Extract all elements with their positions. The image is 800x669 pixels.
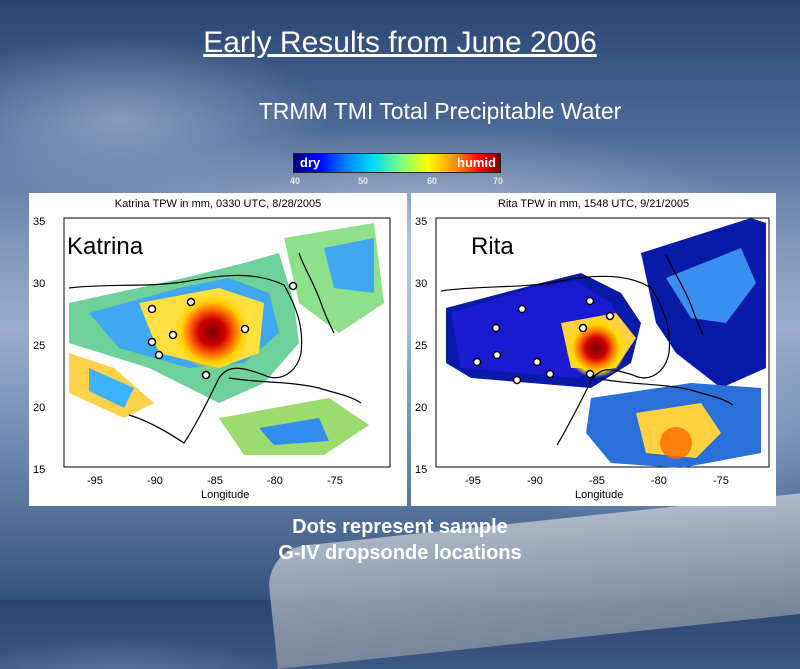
katrina-ytick: 15: [33, 464, 45, 476]
colorbar-tick: 40: [290, 176, 301, 186]
colorbar-tick: 60: [427, 176, 438, 186]
dropsonde-dot: [154, 350, 164, 360]
katrina-xtick: -95: [87, 475, 103, 487]
dropsonde-dot: [512, 375, 522, 385]
rita-panel: 35 30 25 20 15 -95 -90 -85 -80 -75 Longi…: [411, 193, 776, 506]
rita-ytick: 20: [415, 402, 427, 414]
dropsonde-dot: [517, 304, 527, 314]
katrina-ytick: 30: [33, 278, 45, 290]
rita-xtick: -90: [527, 475, 543, 487]
rita-ytick: 30: [415, 278, 427, 290]
rita-panel-title: Rita TPW in mm, 1548 UTC, 9/21/2005: [497, 198, 690, 210]
colorbar-tick: 70: [493, 176, 504, 186]
dropsonde-dot: [545, 369, 555, 379]
katrina-map: 35 30 25 20 15 -95 -90 -85 -80 -75 Longi…: [33, 216, 391, 501]
footer-line-2: G-IV dropsonde locations: [278, 542, 522, 564]
katrina-xtick: -75: [327, 475, 343, 487]
katrina-xtick: -80: [267, 475, 283, 487]
dropsonde-dot: [168, 330, 178, 340]
katrina-xtick: -90: [147, 475, 163, 487]
katrina-storm-label: Katrina: [67, 233, 144, 260]
footer-caption: Dots represent sample G-IV dropsonde loc…: [0, 514, 800, 566]
colorbar-humid-label: humid: [457, 155, 496, 170]
colorbar-tick: 50: [358, 176, 369, 186]
katrina-panel-title: Katrina TPW in mm, 0330 UTC, 8/28/2005: [114, 198, 322, 210]
slide-title: Early Results from June 2006: [203, 26, 597, 59]
tpw-colorbar: dry humid: [293, 153, 501, 173]
rita-storm-label: Rita: [471, 233, 514, 260]
dropsonde-dot: [201, 370, 211, 380]
katrina-ytick: 25: [33, 340, 45, 352]
rita-xtick: -80: [651, 475, 667, 487]
dropsonde-dot: [532, 357, 542, 367]
dropsonde-dot: [186, 297, 196, 307]
dropsonde-dot: [492, 350, 502, 360]
dropsonde-dot: [472, 357, 482, 367]
dropsonde-dot: [288, 281, 298, 291]
colorbar-dry-label: dry: [300, 155, 321, 170]
rita-xtick: -95: [465, 475, 481, 487]
rita-xtick: -85: [589, 475, 605, 487]
katrina-panel: 35 30 25 20 15 -95 -90 -85 -80 -75 Longi…: [29, 193, 407, 506]
slide-subtitle: TRMM TMI Total Precipitable Water: [258, 98, 622, 124]
katrina-xtick: -85: [207, 475, 223, 487]
rita-ytick: 35: [415, 216, 427, 228]
rita-ytick: 25: [415, 340, 427, 352]
dropsonde-dot: [240, 324, 250, 334]
rita-map: 35 30 25 20 15 -95 -90 -85 -80 -75 Longi…: [415, 216, 770, 501]
rita-xlabel: Longitude: [575, 489, 623, 501]
dropsonde-dot: [147, 337, 157, 347]
dropsonde-dot: [147, 304, 157, 314]
katrina-xlabel: Longitude: [201, 489, 249, 501]
dropsonde-dot: [491, 323, 501, 333]
footer-line-1: Dots represent sample: [292, 516, 508, 538]
dropsonde-dot: [585, 296, 595, 306]
rita-xtick: -75: [713, 475, 729, 487]
katrina-ytick: 35: [33, 216, 45, 228]
dropsonde-dot: [578, 323, 588, 333]
katrina-ytick: 20: [33, 402, 45, 414]
dropsonde-dot: [605, 311, 615, 321]
rita-ytick: 15: [415, 464, 427, 476]
dropsonde-dot: [585, 369, 595, 379]
